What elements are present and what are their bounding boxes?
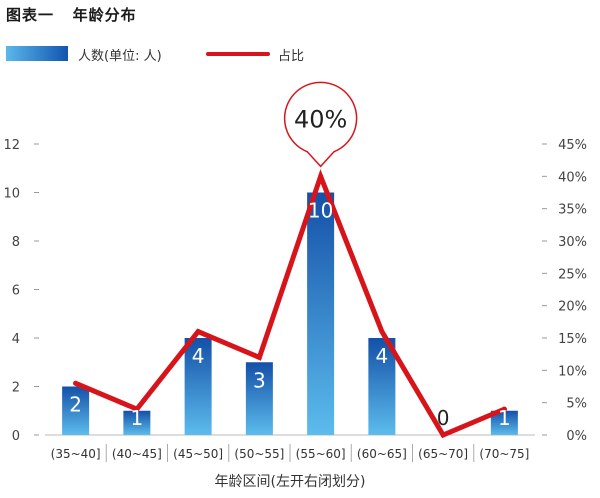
share-point [134,406,140,412]
y-right-tick-label: 25% [558,267,587,282]
y-right-tick-label: 30% [558,235,587,250]
bar-value-label: 4 [192,344,205,368]
y-left-tick-label: 6 [12,284,20,299]
y-left-tick-label: 0 [12,429,20,444]
x-tick-label: (70~75] [479,447,529,461]
y-right-tick-label: 5% [566,397,587,412]
bar [184,338,212,435]
y-right-tick-label: 0% [566,429,587,444]
callout-label: 40% [294,105,347,133]
x-tick-label: (35~40] [51,447,101,461]
bar [62,386,90,435]
bar-value-label: 0 [437,406,450,430]
bar-value-label: 4 [376,344,389,368]
bar [123,410,151,435]
share-point [256,354,262,360]
share-point [73,380,79,386]
x-tick-label: (50~55] [234,447,284,461]
x-tick-label: (65~70] [418,447,468,461]
y-left-tick-label: 4 [12,332,20,347]
x-tick-label: (45~50] [173,447,223,461]
x-tick-label: (55~60] [296,447,346,461]
x-tick-label: (60~65] [357,447,407,461]
share-point [318,173,324,179]
y-right-tick-label: 10% [558,364,587,379]
bar [307,192,335,435]
y-right-tick-label: 15% [558,332,587,347]
bar-value-label: 10 [308,199,333,223]
bar [245,362,273,435]
y-right-tick-label: 40% [558,170,587,185]
share-point [379,329,385,335]
bar-value-label: 2 [69,393,82,417]
y-right-tick-label: 20% [558,300,587,315]
bar [368,338,396,435]
legend: 人数(单位: 人) 占比 [6,44,426,64]
y-right-tick-label: 45% [558,138,587,153]
bar-value-label: 1 [498,406,511,430]
chart-title: 图表一 年龄分布 [6,6,137,24]
share-line [73,169,507,439]
y-left-tick-label: 10 [3,187,20,202]
legend-label-bar: 人数(单位: 人) [78,49,162,64]
y-left-tick-label: 8 [12,235,20,250]
y-left-tick-label: 2 [12,381,20,396]
share-point [440,432,446,438]
share-point [501,406,507,412]
x-axis-label: 年龄区间(左开右闭划分) [215,474,366,490]
legend-swatch-bar [6,46,68,61]
bar-value-label: 3 [253,368,266,392]
callout-bubble [283,81,358,168]
bar-value-label: 1 [131,406,144,430]
y-left-tick-label: 12 [3,138,20,153]
legend-label-line: 占比 [278,49,305,64]
legend-swatch-line [206,52,270,56]
y-right-tick-label: 35% [558,203,587,218]
x-tick-label: (40~45] [112,447,162,461]
share-point [195,329,201,335]
